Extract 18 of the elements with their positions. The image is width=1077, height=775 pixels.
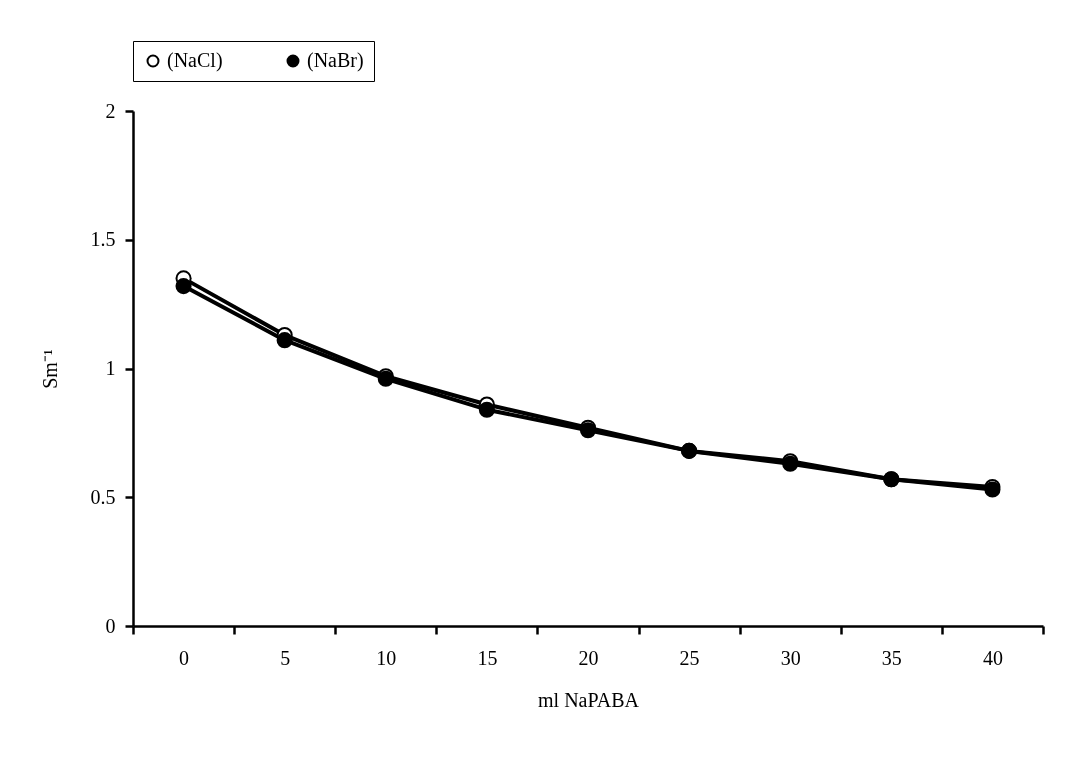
y-tick-label: 1 [105,357,116,379]
y-tick-label: 0 [105,614,116,637]
x-axis-title: ml NaPABA [538,688,640,711]
x-tick-label: 10 [376,646,397,669]
legend-label: (NaBr) [307,49,364,72]
y-tick-label: 2 [105,99,116,122]
x-tick-label: 5 [280,646,291,669]
y-axis-title: Sm⁻¹ [38,349,61,389]
x-tick-label: 40 [982,646,1003,669]
x-tick-label: 20 [578,646,599,669]
x-tick-label: 15 [477,646,498,669]
x-tick-label: 35 [881,646,902,669]
x-tick-label: 0 [179,646,190,669]
x-tick-label: 30 [780,646,801,669]
y-tick-label: 0.5 [90,485,116,508]
x-tick-label: 25 [679,646,700,669]
y-tick-label: 1.5 [90,228,116,251]
legend-label: (NaCl) [167,49,223,72]
